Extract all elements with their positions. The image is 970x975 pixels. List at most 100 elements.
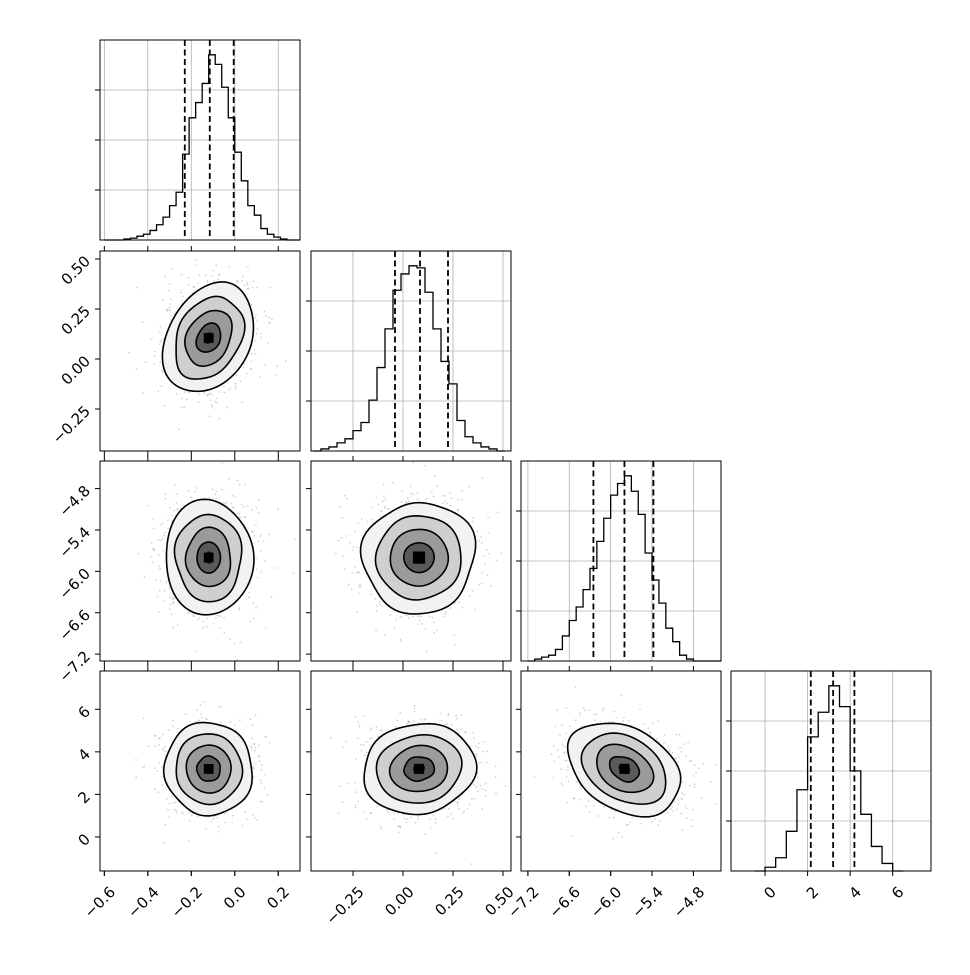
scatter-point [487,532,489,534]
scatter-point [225,822,227,824]
scatter-point [255,558,257,560]
scatter-point [164,532,166,534]
scatter-point [354,531,356,533]
scatter-point [353,546,355,548]
scatter-point [253,777,255,779]
scatter-point [473,784,475,786]
scatter-point [264,364,266,366]
scatter-point [268,534,270,536]
scatter-point [157,791,159,793]
scatter-point [230,503,232,505]
scatter-point [143,717,145,719]
scatter-point [159,326,161,328]
scatter-point [256,508,258,510]
scatter-point [480,536,482,538]
scatter-point [252,602,254,604]
scatter-point [264,787,266,789]
scatter-point [241,825,243,827]
scatter-point [392,482,394,484]
scatter-point [185,713,187,715]
scatter-point [355,791,357,793]
scatter-point [379,516,381,518]
scatter-point [250,718,252,720]
scatter-point [408,617,410,619]
scatter-point [260,571,262,573]
scatter-point [437,485,439,487]
scatter-point [423,719,425,721]
scatter-point [162,538,164,540]
scatter-point [172,597,174,599]
scatter-point [253,768,255,770]
density-peak-cell [204,333,214,343]
scatter-point [356,572,358,574]
scatter-point [169,507,171,509]
scatter-point [379,603,381,605]
scatter-point [240,380,242,382]
scatter-point [472,521,474,523]
scatter-point [198,617,200,619]
scatter-point [405,615,407,617]
scatter-point [474,609,476,611]
scatter-point [445,611,447,613]
scatter-point [232,495,234,497]
scatter-point [176,393,178,395]
scatter-point [378,503,380,505]
scatter-point [371,522,373,524]
scatter-point [339,506,341,508]
scatter-point [371,737,373,739]
scatter-point [414,711,416,713]
scatter-point [449,505,451,507]
scatter-point [448,808,450,810]
scatter-point [241,516,243,518]
scatter-point [211,404,213,406]
scatter-point [198,401,200,403]
scatter-point [413,721,415,723]
scatter-point [234,724,236,726]
scatter-point [135,759,137,761]
scatter-point [253,280,255,282]
scatter-point [244,484,246,486]
scatter-point [271,596,273,598]
scatter-point [234,388,236,390]
scatter-point [408,500,410,502]
scatter-point [162,748,164,750]
scatter-point [171,613,173,615]
scatter-point [461,490,463,492]
scatter-point [166,581,168,583]
scatter-point [267,794,269,796]
scatter-point [158,744,160,746]
scatter-point [181,406,183,408]
scatter-point [399,617,401,619]
scatter-point [223,632,225,634]
scatter-point [425,628,427,630]
density-panel-3-0 [95,666,300,876]
scatter-point [268,317,270,319]
scatter-point [394,818,396,820]
scatter-point [169,803,171,805]
scatter-point [481,477,483,479]
scatter-point [161,370,163,372]
scatter-point [181,274,183,276]
density-peak-cell [204,764,214,774]
scatter-point [205,828,207,830]
histogram-panel-0 [95,40,300,240]
scatter-point [370,594,372,596]
scatter-point [169,603,171,605]
scatter-point [237,512,239,514]
scatter-point [358,522,360,524]
scatter-point [256,287,258,289]
scatter-point [164,276,166,278]
scatter-point [165,751,167,753]
scatter-point [379,601,381,603]
scatter-point [431,492,433,494]
scatter-point [462,607,464,609]
scatter-point [248,597,250,599]
density-panel-3-1 [306,666,516,876]
scatter-point [216,817,218,819]
scatter-point [376,605,378,607]
scatter-point [199,274,201,276]
scatter-point [442,503,444,505]
scatter-point [369,738,371,740]
scatter-point [443,616,445,618]
scatter-point [482,788,484,790]
